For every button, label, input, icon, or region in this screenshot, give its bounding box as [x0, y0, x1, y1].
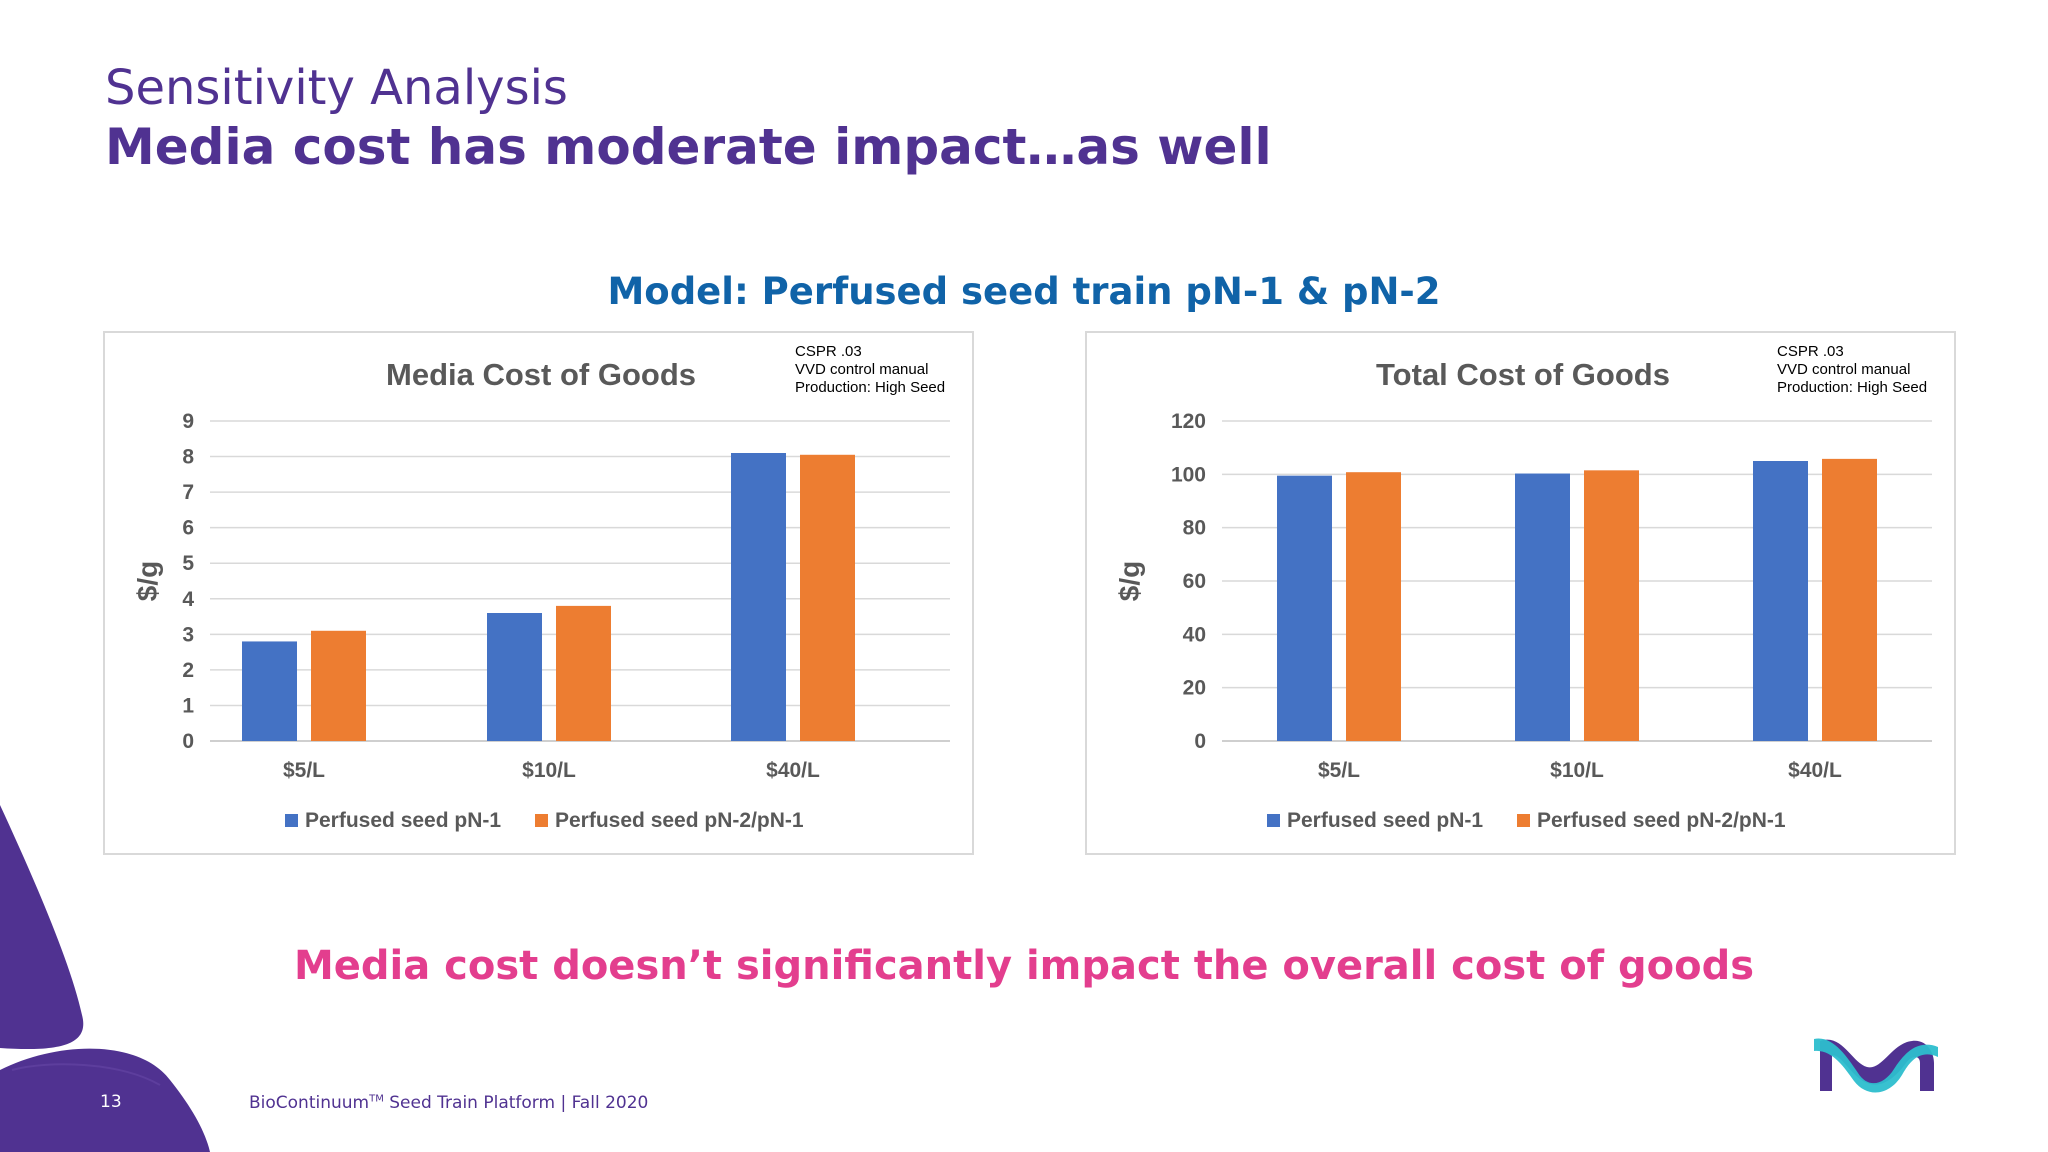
y-tick-label: 2	[182, 659, 194, 682]
chart-title: Media Cost of Goods	[386, 357, 696, 392]
legend-label: Perfused seed pN-2/pN-1	[1537, 809, 1786, 832]
bar-pn1	[1753, 461, 1808, 741]
deco-bottom-shape	[0, 1048, 210, 1152]
media-cost-chart: Media Cost of Goods 0 1 2 3 4 5 6 7 8 9 $/g $5/L $10/…	[103, 331, 974, 855]
footer-brand: BioContinuum	[249, 1093, 370, 1113]
legend-label: Perfused seed pN-1	[305, 809, 501, 832]
y-tick-label: 7	[182, 481, 194, 504]
bar-pn2	[1346, 472, 1401, 741]
x-category-label: $5/L	[283, 759, 325, 782]
y-tick-label: 40	[1183, 623, 1206, 646]
y-axis-label: $/g	[132, 561, 163, 601]
x-category-label: $10/L	[1550, 759, 1604, 782]
y-tick-label: 80	[1183, 517, 1206, 540]
legend-label: Perfused seed pN-1	[1287, 809, 1483, 832]
note-line: CSPR .03	[1777, 343, 1844, 360]
media-cost-chart-svg: Media Cost of Goods 0 1 2 3 4 5 6 7 8 9 $/g $5/L $10/…	[132, 357, 950, 832]
bar-pn1	[242, 641, 297, 741]
conclusion-text: Media cost doesn’t significantly impact …	[293, 943, 1755, 989]
y-tick-label: 100	[1171, 463, 1206, 486]
bar-pn1	[487, 613, 542, 741]
y-tick-label: 0	[182, 730, 194, 753]
chart-title: Total Cost of Goods	[1376, 357, 1670, 392]
y-tick-label: 20	[1183, 677, 1206, 700]
chart-note-left: CSPR .03 VVD control manual Production: …	[795, 343, 995, 397]
y-tick-label: 1	[182, 694, 194, 717]
bar-pn1	[1515, 473, 1570, 741]
y-tick-label: 120	[1171, 410, 1206, 433]
total-cost-chart-svg: Total Cost of Goods 0 20 40 60 80 100 120 $/g $5/…	[1114, 357, 1932, 832]
x-category-label: $10/L	[522, 759, 576, 782]
footer-text: BioContinuumTM Seed Train Platform | Fal…	[249, 1093, 648, 1113]
x-category-label: $40/L	[1788, 759, 1842, 782]
note-line: CSPR .03	[795, 343, 862, 360]
y-axis-label: $/g	[1114, 561, 1145, 601]
y-tick-label: 5	[182, 552, 194, 575]
model-title: Model: Perfused seed train pN-1 & pN-2	[607, 270, 1441, 313]
bar-pn2	[800, 454, 855, 741]
legend-swatch	[535, 814, 548, 827]
footer-trademark: TM	[369, 1093, 384, 1105]
slide-title: Sensitivity Analysis	[105, 60, 568, 116]
company-logo-icon	[1814, 1038, 1938, 1093]
legend-swatch	[1517, 814, 1530, 827]
page-number: 13	[100, 1092, 122, 1112]
deco-left-shape	[0, 805, 84, 1050]
total-cost-chart: Total Cost of Goods 0 20 40 60 80 100 120 $/g $5/…	[1085, 331, 1956, 855]
bar-pn1	[1277, 475, 1332, 741]
slide-subtitle: Media cost has moderate impact…as well	[105, 118, 1272, 176]
legend-swatch	[285, 814, 298, 827]
y-tick-label: 6	[182, 517, 194, 540]
bar-pn2	[556, 605, 611, 741]
x-category-label: $5/L	[1318, 759, 1360, 782]
y-tick-label: 60	[1183, 570, 1206, 593]
bar-pn2	[1584, 470, 1639, 741]
chart-note-right: CSPR .03 VVD control manual Production: …	[1777, 343, 1977, 397]
y-tick-label: 9	[182, 410, 194, 433]
note-line: Production: High Seed	[795, 379, 946, 396]
legend-label: Perfused seed pN-2/pN-1	[555, 809, 804, 832]
note-line: VVD control manual	[1777, 361, 1911, 378]
legend-swatch	[1267, 814, 1280, 827]
y-tick-label: 0	[1194, 730, 1206, 753]
bar-pn1	[731, 453, 786, 741]
bar-pn2	[311, 630, 366, 741]
y-tick-label: 3	[182, 623, 194, 646]
y-tick-label: 8	[182, 446, 194, 469]
x-category-label: $40/L	[766, 759, 820, 782]
note-line: VVD control manual	[795, 361, 929, 378]
bar-pn2	[1822, 458, 1877, 741]
note-line: Production: High Seed	[1777, 379, 1928, 396]
y-tick-label: 4	[182, 588, 194, 611]
footer-details: Seed Train Platform | Fall 2020	[383, 1093, 649, 1113]
